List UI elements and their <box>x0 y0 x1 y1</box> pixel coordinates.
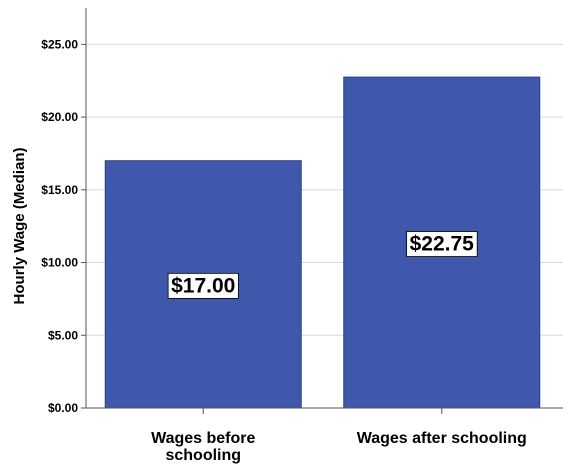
y-tick-label: $0.00 <box>48 401 78 415</box>
x-category-label: Wages after schooling <box>357 430 527 447</box>
x-category-label: Wages before schooling <box>151 430 255 464</box>
data-label: $17.00 <box>167 272 239 299</box>
bars <box>104 76 541 409</box>
y-tick-label: $20.00 <box>41 110 78 124</box>
axes <box>81 8 563 414</box>
data-label: $22.75 <box>406 231 478 257</box>
y-tick-label: $15.00 <box>41 183 78 197</box>
y-tick-labels: $0.00 $5.00 $10.00 $15.00 $20.00 $25.00 <box>41 37 78 415</box>
y-tick-label: $10.00 <box>41 256 78 270</box>
data-label-text: $17.00 <box>171 274 235 297</box>
data-label-box <box>406 231 478 257</box>
data-label-text: $22.75 <box>410 233 475 256</box>
data-label-box <box>167 272 239 299</box>
y-tick-label: $5.00 <box>48 328 78 342</box>
y-tick-label: $25.00 <box>41 37 78 51</box>
data-labels: $17.00 $22.75 <box>167 231 478 299</box>
y-axis-label: Hourly Wage (Median) <box>11 148 28 305</box>
x-tick-labels: Wages before schooling Wages after schooli… <box>151 430 527 464</box>
